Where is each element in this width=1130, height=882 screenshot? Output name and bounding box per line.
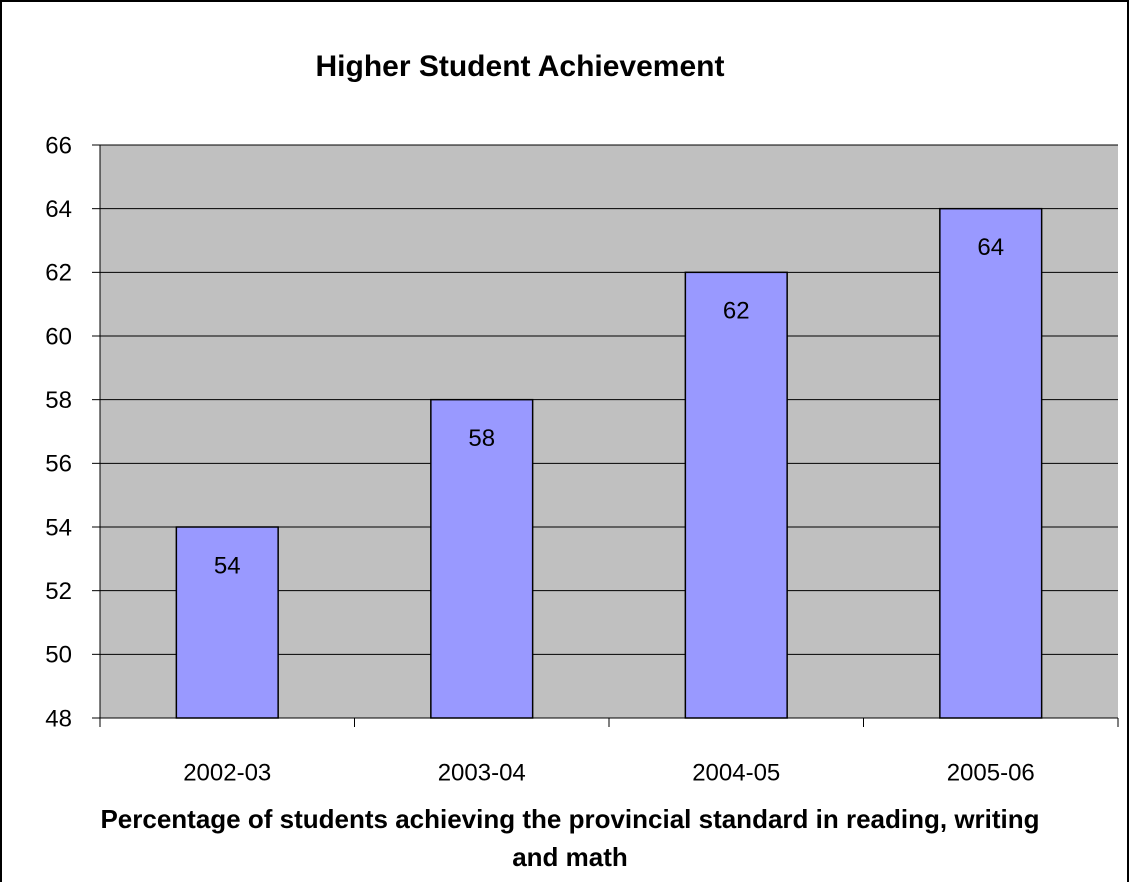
data-label: 62 <box>723 298 750 325</box>
y-tick-label: 50 <box>45 642 72 669</box>
x-tick-label: 2004-05 <box>692 759 780 786</box>
y-tick-label: 64 <box>45 196 72 223</box>
y-tick-label: 52 <box>45 578 72 605</box>
y-tick-label: 66 <box>45 132 72 159</box>
bar <box>939 207 1043 719</box>
y-tick-label: 54 <box>45 514 72 541</box>
y-tick-label: 58 <box>45 387 72 414</box>
y-tick-label: 48 <box>45 705 72 732</box>
x-axis-label: Percentage of students achieving the pro… <box>100 804 1040 872</box>
x-tick-label: 2003-04 <box>438 759 526 786</box>
y-tick-label: 56 <box>45 451 72 478</box>
bar <box>175 526 279 719</box>
x-tick-label: 2002-03 <box>183 759 271 786</box>
chart-title: Higher Student Achievement <box>316 50 725 83</box>
bar <box>684 271 788 719</box>
data-label: 64 <box>977 234 1004 261</box>
data-label: 54 <box>214 552 241 579</box>
x-tick-label: 2005-06 <box>947 759 1035 786</box>
y-tick-label: 60 <box>45 323 72 350</box>
data-label: 58 <box>468 425 495 452</box>
bar <box>430 398 534 719</box>
y-tick-label: 62 <box>45 260 72 287</box>
